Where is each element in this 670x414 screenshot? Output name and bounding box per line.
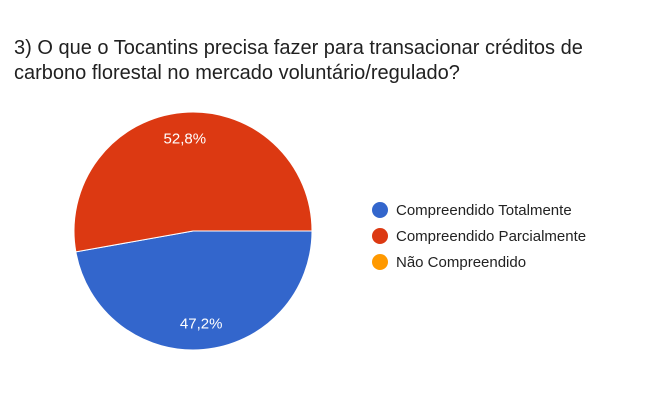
legend-label-2: Não Compreendido [396, 253, 527, 271]
legend-item-2: Não Compreendido [372, 249, 586, 275]
chart-legend: Compreendido Totalmente Compreendido Parc… [372, 197, 586, 275]
pie-slice-1 [73, 111, 313, 253]
legend-label-0: Compreendido Totalmente [396, 201, 572, 219]
legend-swatch-1 [372, 228, 388, 244]
pie-slice-labels: 47,2% 52,8% [164, 131, 223, 333]
legend-label-1: Compreendido Parcialmente [396, 227, 587, 245]
pie-slices [73, 111, 313, 351]
question-title: 3) O que o Tocantins precisa fazer para … [14, 37, 583, 84]
pie-slice-0 [75, 230, 313, 351]
legend-item-1: Compreendido Parcialmente [372, 223, 586, 249]
pie-slice-label-1: 52,8% [164, 131, 207, 148]
pie-slice-label-0: 47,2% [180, 316, 223, 333]
legend-swatch-0 [372, 202, 388, 218]
legend-swatch-2 [372, 254, 388, 270]
legend-item-0: Compreendido Totalmente [372, 197, 586, 223]
